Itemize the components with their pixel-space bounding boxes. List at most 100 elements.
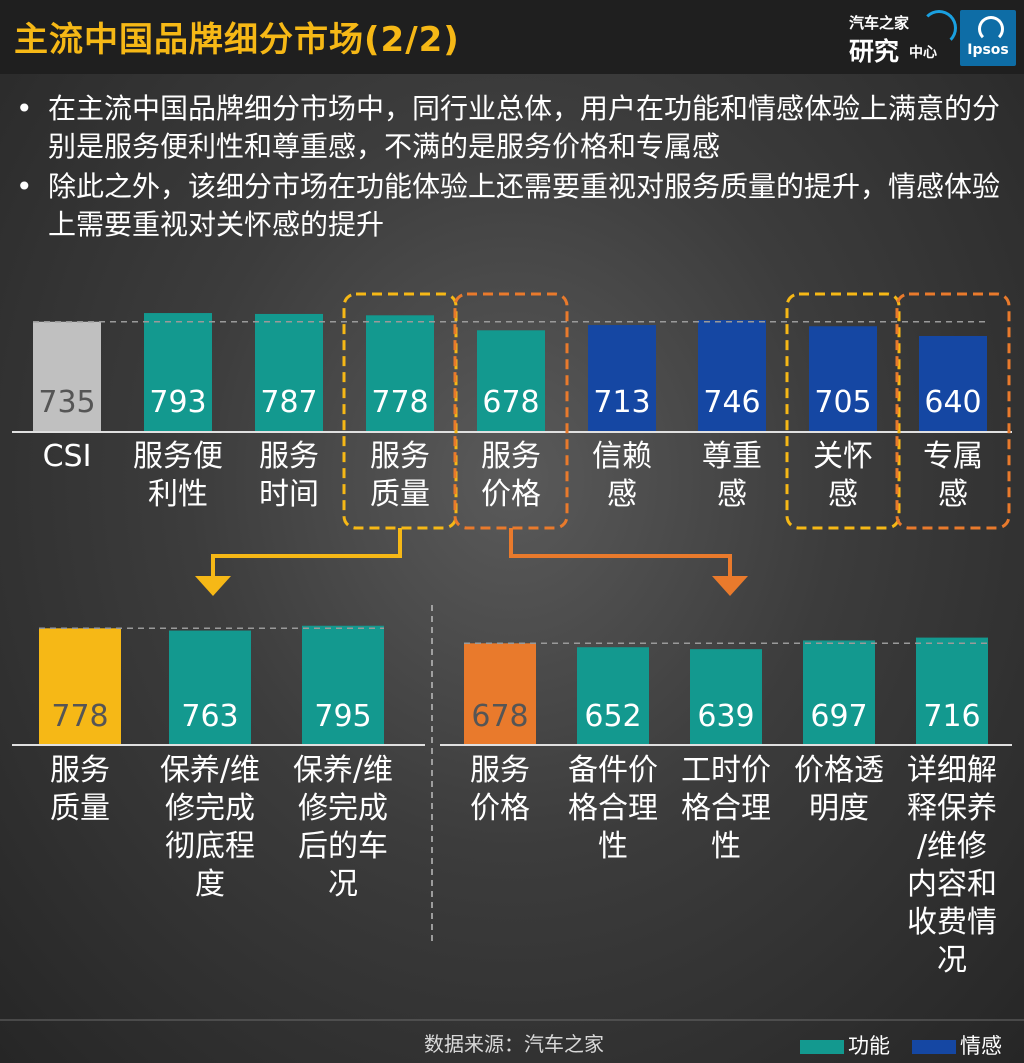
bar-0-5 bbox=[588, 325, 656, 432]
legend-functional: 功能 bbox=[800, 1030, 890, 1058]
bar-2-1 bbox=[577, 647, 649, 745]
category-label-1-2: 况 bbox=[328, 867, 358, 902]
value-label-0-8: 640 bbox=[924, 385, 981, 420]
summary-bullets: • 在主流中国品牌细分市场中，同行业总体，用户在功能和情感体验上满意的分别是服务… bbox=[14, 90, 1014, 246]
bar-1-0 bbox=[39, 628, 121, 745]
bullet-item: • 在主流中国品牌细分市场中，同行业总体，用户在功能和情感体验上满意的分别是服务… bbox=[14, 90, 1014, 166]
bar-2-0 bbox=[464, 643, 536, 745]
category-label-0-6: 尊重 bbox=[702, 439, 762, 474]
value-label-0-4: 678 bbox=[482, 385, 539, 420]
category-label-2-4: 释保养 bbox=[907, 791, 997, 826]
bullet-text: 在主流中国品牌细分市场中，同行业总体，用户在功能和情感体验上满意的分别是服务便利… bbox=[48, 92, 1001, 163]
category-label-0-2: 服务 bbox=[259, 439, 319, 474]
bullet-dot: • bbox=[16, 170, 33, 203]
connector-yellow bbox=[211, 528, 402, 578]
category-label-0-0: CSI bbox=[43, 439, 92, 474]
value-label-0-0: 735 bbox=[38, 385, 95, 420]
category-label-2-3: 明度 bbox=[809, 791, 869, 826]
category-label-0-5: 感 bbox=[607, 477, 637, 512]
category-label-2-1: 性 bbox=[598, 829, 628, 864]
category-label-0-7: 感 bbox=[828, 477, 858, 512]
value-label-0-6: 746 bbox=[703, 385, 760, 420]
autohome-research-logo: 汽车之家 研究 中心 bbox=[843, 8, 959, 68]
bar-0-4 bbox=[477, 330, 545, 432]
category-label-2-1: 备件价 bbox=[568, 753, 658, 788]
bar-2-2 bbox=[690, 649, 762, 745]
category-label-2-2: 格合理 bbox=[681, 791, 771, 826]
bar-1-2 bbox=[302, 625, 384, 745]
category-label-1-2: 保养/维 bbox=[293, 753, 393, 788]
bullet-dot: • bbox=[16, 92, 33, 125]
category-label-2-2: 工时价 bbox=[681, 753, 771, 788]
highlight-box-1 bbox=[453, 292, 569, 530]
category-label-2-3: 价格透 bbox=[794, 753, 884, 788]
value-label-0-5: 713 bbox=[593, 385, 650, 420]
category-label-0-4: 服务 bbox=[481, 439, 541, 474]
bar-0-8 bbox=[919, 336, 987, 432]
value-label-2-0: 678 bbox=[471, 699, 528, 734]
highlight-box-3 bbox=[895, 292, 1011, 530]
category-label-0-1: 利性 bbox=[148, 477, 208, 512]
category-label-1-2: 修完成 bbox=[298, 791, 388, 826]
category-label-2-1: 格合理 bbox=[568, 791, 658, 826]
category-label-2-4: 况 bbox=[937, 943, 967, 978]
category-label-2-2: 性 bbox=[711, 829, 741, 864]
category-label-2-0: 价格 bbox=[470, 791, 530, 826]
category-label-0-1: 服务便 bbox=[133, 439, 223, 474]
ipsos-logo: Ipsos bbox=[960, 10, 1016, 66]
value-label-1-2: 795 bbox=[314, 699, 371, 734]
value-label-0-2: 787 bbox=[260, 385, 317, 420]
legend-label-functional: 功能 bbox=[848, 1034, 890, 1058]
category-label-0-5: 信赖 bbox=[592, 439, 652, 474]
value-label-1-0: 778 bbox=[51, 699, 108, 734]
arrow-head-yellow-icon bbox=[195, 576, 231, 596]
logo-text-top: 汽车之家 bbox=[849, 14, 910, 32]
ipsos-symbol-icon bbox=[978, 16, 1004, 42]
bar-0-0 bbox=[33, 321, 101, 432]
category-label-0-8: 专属 bbox=[923, 439, 983, 474]
category-label-1-1: 保养/维 bbox=[160, 753, 260, 788]
value-label-1-1: 763 bbox=[181, 699, 238, 734]
category-label-0-7: 关怀 bbox=[813, 439, 873, 474]
value-label-0-7: 705 bbox=[814, 385, 871, 420]
bar-1-1 bbox=[169, 630, 251, 745]
category-label-1-1: 修完成 bbox=[165, 791, 255, 826]
category-label-0-6: 感 bbox=[717, 477, 747, 512]
category-label-1-1: 彻底程 bbox=[165, 829, 255, 864]
category-label-1-0: 质量 bbox=[50, 791, 110, 826]
category-label-2-4: 详细解 bbox=[907, 753, 997, 788]
category-label-0-4: 价格 bbox=[481, 477, 541, 512]
bullet-text: 除此之外，该细分市场在功能体验上还需要重视对服务质量的提升，情感体验上需要重视对… bbox=[48, 170, 1001, 241]
arrow-head-orange-icon bbox=[712, 576, 748, 596]
category-label-1-1: 度 bbox=[195, 867, 225, 902]
bar-0-2 bbox=[255, 313, 323, 432]
legend-swatch-emotional bbox=[912, 1040, 956, 1054]
connector-orange bbox=[509, 528, 732, 578]
bar-0-1 bbox=[144, 313, 212, 432]
bullet-item: • 除此之外，该细分市场在功能体验上还需要重视对服务质量的提升，情感体验上需要重… bbox=[14, 168, 1014, 244]
category-label-2-4: 收费情 bbox=[907, 905, 997, 940]
category-label-0-3: 质量 bbox=[370, 477, 430, 512]
ipsos-logo-text: Ipsos bbox=[967, 42, 1009, 58]
bar-2-3 bbox=[803, 640, 875, 745]
value-label-2-2: 639 bbox=[697, 699, 754, 734]
category-label-0-3: 服务 bbox=[370, 439, 430, 474]
category-label-0-8: 感 bbox=[938, 477, 968, 512]
value-label-0-1: 793 bbox=[149, 385, 206, 420]
legend-swatch-functional bbox=[800, 1040, 844, 1054]
value-label-0-3: 778 bbox=[371, 385, 428, 420]
bar-2-4 bbox=[916, 637, 988, 745]
legend-emotional: 情感 bbox=[912, 1030, 1002, 1058]
data-source: 数据来源：汽车之家 bbox=[424, 1032, 604, 1056]
title-bar: 主流中国品牌细分市场(2/2) 汽车之家 研究 中心 Ipsos bbox=[0, 0, 1024, 74]
bar-0-6 bbox=[698, 320, 766, 432]
category-label-2-4: 内容和 bbox=[907, 867, 997, 902]
legend-label-emotional: 情感 bbox=[960, 1034, 1002, 1058]
category-label-2-0: 服务 bbox=[470, 753, 530, 788]
swoosh-icon bbox=[921, 10, 957, 46]
category-label-1-2: 后的车 bbox=[298, 829, 388, 864]
value-label-2-1: 652 bbox=[584, 699, 641, 734]
bar-0-3 bbox=[366, 315, 434, 432]
